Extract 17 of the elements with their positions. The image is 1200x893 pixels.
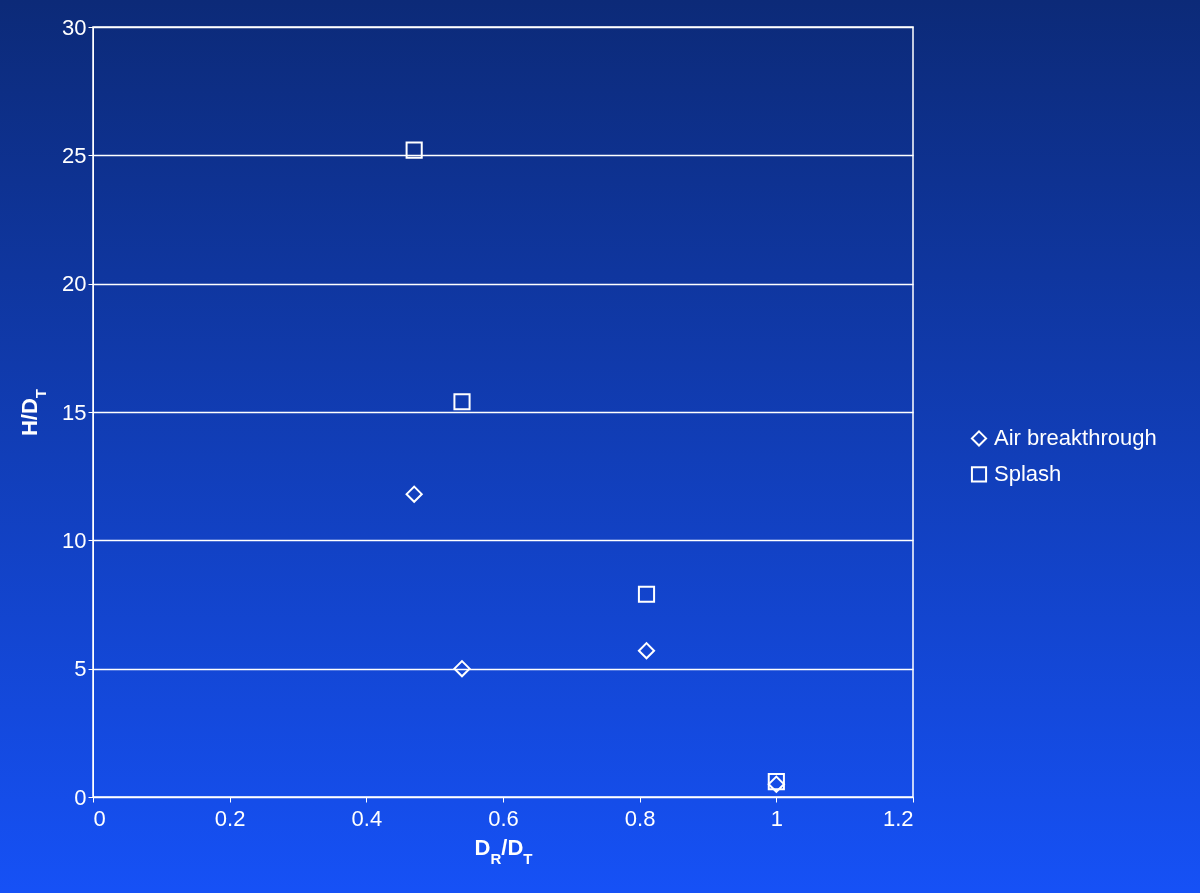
- y-tick-label: 25: [62, 142, 87, 168]
- x-tick-label: 0.8: [624, 805, 656, 831]
- x-tick-label: 0.4: [351, 805, 383, 831]
- x-tick-label: 1.2: [882, 805, 914, 831]
- x-tick-label: 0.2: [214, 805, 246, 831]
- legend-label: Air breakthrough: [994, 425, 1157, 451]
- x-axis-title: D$_{R}$/D$_{T}$: [474, 834, 533, 866]
- x-tick-label: 1: [770, 805, 783, 831]
- y-tick-label: 30: [62, 14, 87, 40]
- legend-label: Splash: [994, 461, 1062, 487]
- y-tick-label: 15: [62, 399, 87, 425]
- y-tick-label: 20: [62, 271, 87, 297]
- x-tick-label: 0: [93, 805, 106, 831]
- y-tick-label: 10: [62, 527, 87, 553]
- x-tick-label: 0.6: [488, 805, 519, 831]
- y-tick-label: 5: [74, 656, 87, 682]
- y-tick-label: 0: [74, 784, 87, 810]
